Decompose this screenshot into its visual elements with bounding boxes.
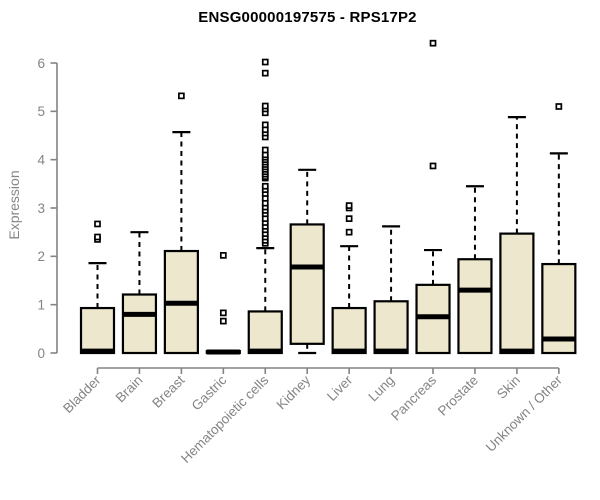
x-tick-label: Pancreas: [388, 372, 439, 423]
x-tick-label: Prostate: [435, 373, 481, 419]
x-tick-label: Lung: [365, 373, 397, 405]
x-tick-label: Skin: [494, 373, 523, 402]
outlier-point: [345, 215, 353, 222]
x-tick-label: Breast: [149, 372, 187, 410]
outlier-point: [219, 317, 227, 325]
outlier-point: [261, 182, 269, 190]
outlier-point: [261, 102, 269, 110]
box-hematopoietic-cells: [247, 58, 283, 355]
outlier-point: [261, 69, 269, 77]
x-tick-label: Kidney: [274, 372, 314, 412]
outlier-point: [261, 58, 269, 66]
iqr-box: [499, 232, 535, 355]
outlier-point: [345, 228, 353, 236]
outlier-point: [178, 92, 185, 100]
y-tick-label: 6: [37, 56, 45, 71]
outlier-point: [94, 233, 101, 241]
iqr-box: [289, 223, 325, 345]
x-tick-label: Unknown / Other: [483, 372, 566, 455]
iqr-box: [79, 306, 116, 355]
box-unknown-other: [541, 103, 577, 355]
x-tick-label: Bladder: [60, 372, 104, 416]
x-tick-label: Brain: [113, 373, 146, 406]
iqr-box: [373, 300, 409, 355]
iqr-box: [331, 306, 367, 355]
x-tick-label: Liver: [324, 372, 356, 404]
x-tick-label: Gastric: [189, 372, 230, 413]
iqr-box: [457, 258, 493, 355]
outlier-point: [429, 162, 437, 170]
iqr-box: [247, 310, 283, 355]
box-kidney: [289, 168, 325, 355]
box-gastric: [205, 252, 241, 355]
y-tick-label: 2: [37, 249, 45, 264]
outlier-point: [261, 146, 269, 154]
outlier-point: [345, 202, 353, 209]
y-tick-label: 3: [37, 201, 45, 216]
outlier-point: [555, 103, 563, 110]
box-brain: [121, 231, 158, 355]
chart-title: ENSG00000197575 - RPS17P2: [198, 9, 417, 26]
y-tick-label: 5: [37, 104, 45, 119]
box-liver: [331, 202, 367, 355]
box-lung: [373, 225, 409, 355]
outlier-point: [219, 252, 227, 259]
box-breast: [163, 92, 199, 355]
y-tick-label: 1: [37, 297, 45, 312]
y-tick-label: 0: [37, 346, 45, 361]
y-tick-label: 4: [37, 152, 45, 167]
outlier-point: [219, 309, 227, 317]
y-axis: 0 1 2 3 4 5 6: [37, 56, 58, 361]
box-pancreas: [415, 39, 451, 355]
outlier-point: [429, 39, 437, 47]
box-prostate: [457, 185, 493, 355]
box-bladder: [79, 220, 116, 355]
box-skin: [499, 116, 535, 355]
outlier-point: [261, 121, 269, 129]
iqr-box: [121, 293, 158, 355]
outlier-point: [94, 220, 101, 228]
